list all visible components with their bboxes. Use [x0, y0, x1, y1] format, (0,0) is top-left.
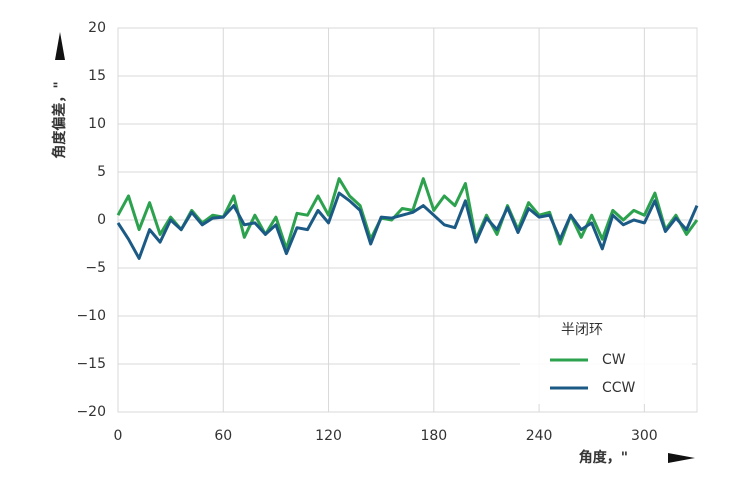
series-line — [116, 177, 699, 251]
x-arrow — [668, 453, 695, 463]
legend-box — [520, 318, 692, 404]
y-tick-label: −10 — [76, 308, 106, 324]
y-tick-label: −15 — [76, 356, 106, 372]
y-tick-label: 20 — [88, 20, 106, 36]
y-arrow — [55, 32, 65, 60]
y-tick-label: 15 — [88, 68, 106, 84]
legend-label: CW — [602, 352, 626, 368]
x-tick-label: 0 — [114, 428, 123, 444]
y-tick-label: −20 — [76, 404, 106, 420]
legend-title: 半闭环 — [561, 322, 603, 338]
x-axis-label: 角度，" — [579, 449, 628, 466]
x-tick-label: 180 — [420, 428, 447, 444]
y-tick-label: 0 — [97, 212, 106, 228]
y-axis-label: 角度偏差，" — [51, 81, 68, 158]
x-tick-label: 240 — [526, 428, 553, 444]
y-tick-label: −5 — [85, 260, 106, 276]
y-tick-label: 10 — [88, 116, 106, 132]
x-tick-label: 60 — [214, 428, 232, 444]
y-tick-label: 5 — [97, 164, 106, 180]
legend-label: CCW — [602, 380, 636, 396]
series-line — [116, 191, 699, 260]
x-tick-label: 300 — [631, 428, 658, 444]
x-tick-label: 120 — [315, 428, 342, 444]
